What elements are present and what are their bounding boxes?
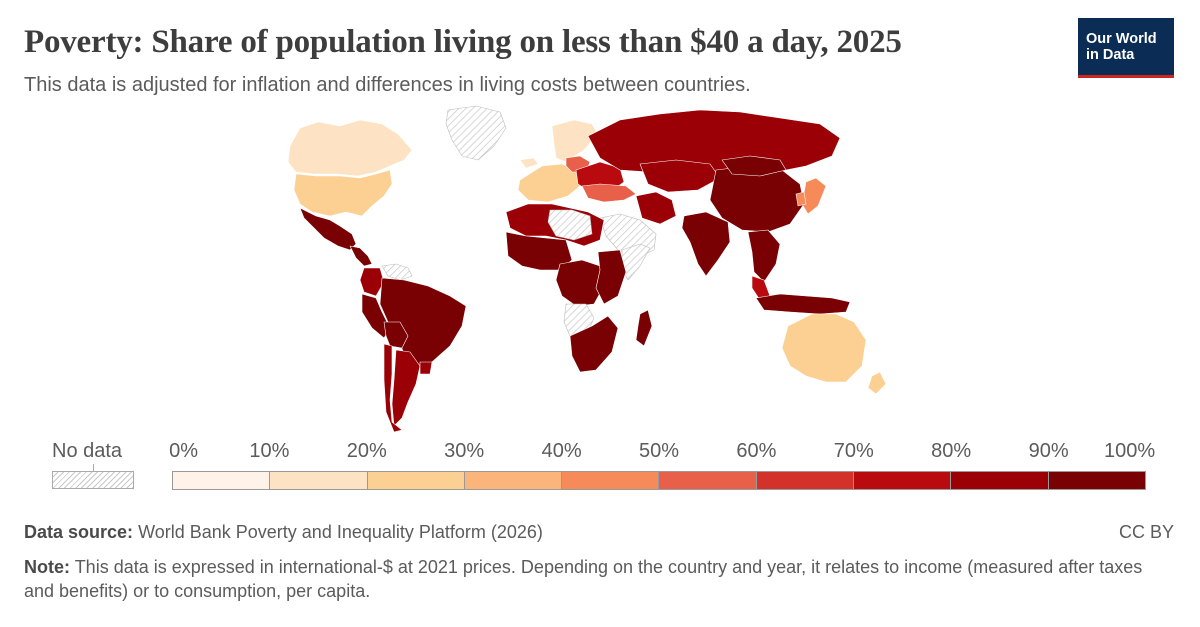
legend-bin-3[interactable] <box>464 471 563 490</box>
region-australia[interactable]: Australia <box>781 313 867 383</box>
legend-tick-label: 30% <box>444 440 485 462</box>
region-western-europe[interactable]: Western Europe <box>517 163 581 203</box>
region-bolivia[interactable]: Bolivia <box>383 321 409 349</box>
logo-line-2: in Data <box>1086 46 1135 63</box>
legend-tick-label: 100% <box>1104 440 1156 462</box>
no-data-label: No data <box>52 440 123 462</box>
region-madagascar[interactable]: Madagascar <box>635 309 653 347</box>
note-text: This data is expressed in international-… <box>24 557 1143 601</box>
region-southeast-asia[interactable]: Southeast Asia <box>747 229 781 283</box>
no-data-swatch[interactable] <box>52 471 134 489</box>
region-norway[interactable]: Norway <box>551 119 599 163</box>
region-turkey[interactable]: Turkey <box>581 183 637 203</box>
legend-bin-4[interactable] <box>562 471 660 490</box>
region-somalia[interactable]: Somalia <box>621 243 651 281</box>
legend-bin-9[interactable] <box>1048 471 1146 490</box>
legend-tick-label: 20% <box>346 440 387 462</box>
region-argentina[interactable]: Argentina <box>391 349 421 427</box>
color-scale[interactable] <box>172 471 1146 490</box>
owid-logo[interactable]: Our World in Data <box>1078 18 1174 78</box>
region-venezuela[interactable]: Venezuela <box>381 263 413 281</box>
legend-bin-8[interactable] <box>951 471 1049 490</box>
data-source-text[interactable]: World Bank Poverty and Inequality Platfo… <box>138 522 543 542</box>
region-iran[interactable]: Iran <box>635 191 677 225</box>
license-link[interactable]: CC BY <box>1118 522 1174 542</box>
legend-bin-5[interactable] <box>659 471 757 490</box>
legend-bin-7[interactable] <box>854 471 952 490</box>
region-new-zealand[interactable]: New Zealand <box>867 371 887 395</box>
region-colombia[interactable]: Colombia <box>359 267 385 297</box>
data-source: Data source: World Bank Poverty and Ineq… <box>24 522 543 543</box>
region-iceland[interactable]: Iceland <box>519 157 539 169</box>
chart-subtitle: This data is adjusted for inflation and … <box>24 74 751 96</box>
region-southern-africa[interactable]: Southern Africa <box>569 315 619 373</box>
region-libya[interactable]: Libya <box>547 209 593 241</box>
region-central-africa[interactable]: Central Africa <box>555 259 605 307</box>
region-india[interactable]: India <box>681 211 731 277</box>
chart-title: Poverty: Share of population living on l… <box>24 24 902 60</box>
region-chile[interactable]: Chile <box>383 343 403 433</box>
legend-tick-label: 10% <box>249 440 290 462</box>
legend-tick-label: 60% <box>736 440 777 462</box>
region-united-states[interactable]: United States <box>293 169 393 217</box>
no-data-tick <box>93 464 94 471</box>
region-south-korea[interactable]: South Korea <box>795 191 807 207</box>
legend-bin-2[interactable] <box>367 471 465 490</box>
logo-line-1: Our World <box>1086 30 1157 47</box>
legend-tick-label: 80% <box>931 440 972 462</box>
region-east-africa[interactable]: East Africa <box>595 249 627 305</box>
legend-tick-label: 50% <box>638 440 680 462</box>
world-map[interactable]: CanadaUnited StatesMexicoCentral America… <box>0 100 1200 440</box>
data-source-label: Data source: <box>24 522 134 542</box>
note-label: Note: <box>24 557 70 577</box>
region-kazakhstan[interactable]: Kazakhstan <box>639 159 721 193</box>
region-mongolia[interactable]: Mongolia <box>721 155 787 177</box>
legend-tick-label: 90% <box>1028 440 1069 462</box>
region-central-america[interactable]: Central America <box>349 245 373 267</box>
region-japan[interactable]: Japan <box>801 177 827 215</box>
region-greenland[interactable]: Greenland <box>445 105 507 161</box>
legend-tick-label: 0% <box>169 440 199 462</box>
region-indonesia[interactable]: Indonesia <box>755 293 851 315</box>
note: Note: This data is expressed in internat… <box>24 555 1174 603</box>
legend-tick-label: 40% <box>541 440 582 462</box>
legend-bin-6[interactable] <box>756 471 855 490</box>
region-canada[interactable]: Canada <box>287 119 413 177</box>
legend-bin-1[interactable] <box>270 471 368 490</box>
legend-bin-0[interactable] <box>172 471 271 490</box>
legend-tick-label: 70% <box>833 440 874 462</box>
legend-tick-labels: 0% 10% 20% 30% 40% 50% 60% 70% 80% 90% 100% <box>169 440 1155 464</box>
region-uruguay[interactable]: Uruguay <box>419 361 433 375</box>
